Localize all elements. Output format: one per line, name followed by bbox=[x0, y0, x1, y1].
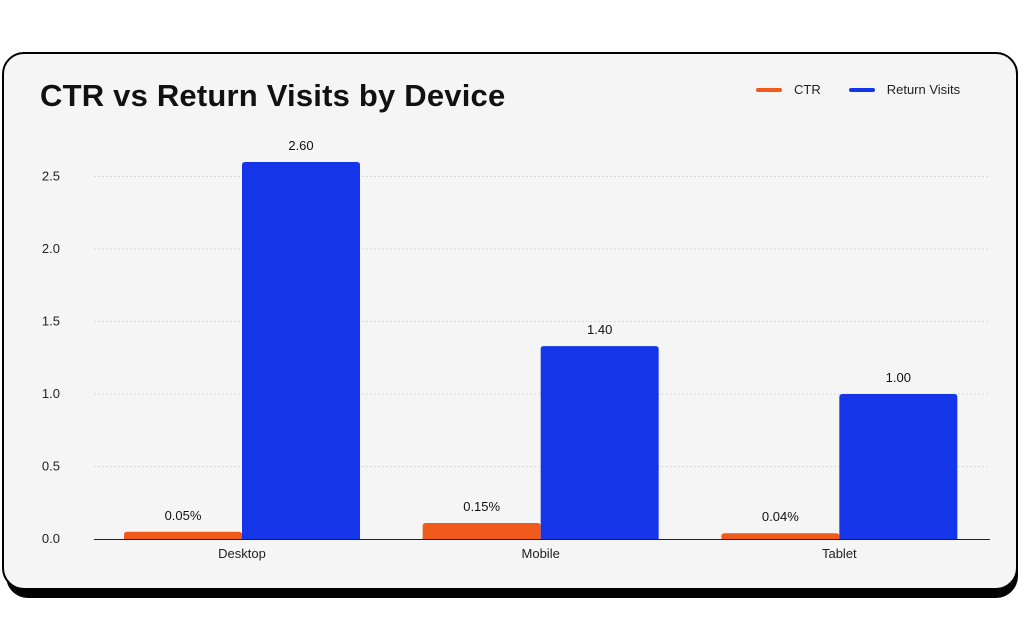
y-tick-label: 1.5 bbox=[42, 314, 60, 329]
data-label-return-visits: 1.40 bbox=[587, 322, 612, 337]
bar-return-visits bbox=[242, 162, 360, 539]
chart-title: CTR vs Return Visits by Device bbox=[40, 78, 506, 113]
legend-label-ctr: CTR bbox=[794, 82, 821, 97]
data-label-return-visits: 1.00 bbox=[886, 370, 911, 385]
legend-swatch-ctr bbox=[756, 87, 782, 92]
data-label-ctr: 0.15% bbox=[463, 499, 500, 514]
x-tick-label: Mobile bbox=[522, 546, 560, 561]
legend-item-ctr: CTR bbox=[756, 82, 821, 97]
bar-return-visits bbox=[839, 394, 958, 539]
x-tick-label: Desktop bbox=[218, 546, 266, 561]
data-label-ctr: 0.04% bbox=[762, 509, 799, 524]
data-label-return-visits: 2.60 bbox=[288, 138, 313, 153]
legend-item-return-visits: Return Visits bbox=[848, 82, 961, 97]
y-tick-label: 2.5 bbox=[42, 169, 60, 184]
bar-return-visits bbox=[540, 346, 659, 539]
bar-ctr bbox=[422, 523, 541, 539]
y-tick-label: 0.0 bbox=[42, 531, 60, 546]
x-tick-label: Tablet bbox=[822, 546, 857, 561]
bar-ctr bbox=[124, 531, 242, 539]
y-tick-label: 2.0 bbox=[42, 241, 60, 256]
y-tick-label: 0.5 bbox=[42, 459, 60, 474]
data-label-ctr: 0.05% bbox=[165, 508, 202, 523]
chart-legend: CTR Return Visits bbox=[756, 82, 988, 97]
bar-ctr bbox=[721, 533, 840, 539]
legend-label-return-visits: Return Visits bbox=[886, 82, 961, 97]
legend-swatch-return-visits bbox=[848, 87, 875, 92]
y-tick-label: 1.0 bbox=[42, 386, 60, 401]
